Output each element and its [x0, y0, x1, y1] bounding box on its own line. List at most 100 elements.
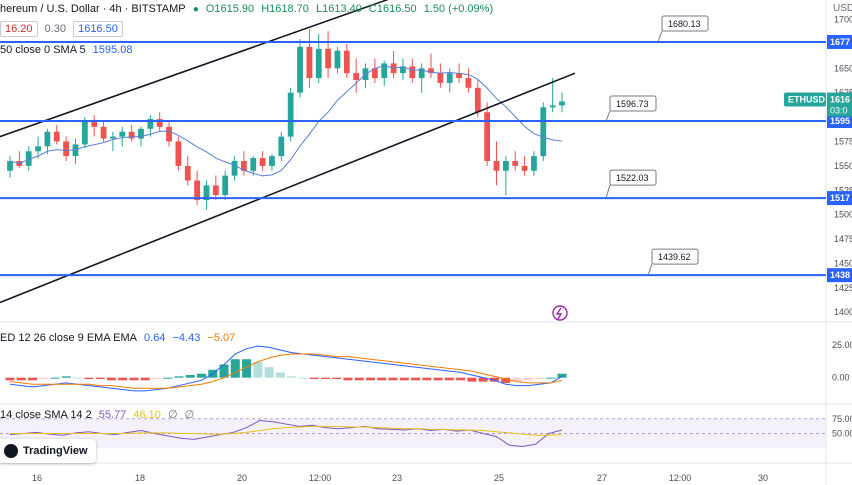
candle-body — [240, 161, 247, 171]
candle — [502, 156, 509, 196]
macd-histogram-bar — [320, 377, 330, 379]
candle-body — [549, 105, 556, 108]
macd-histogram-bar — [39, 377, 49, 379]
tradingview-logo[interactable]: TradingView — [0, 439, 96, 463]
level-axis-label: 1438 — [830, 270, 850, 280]
macd-histogram-bar — [354, 377, 364, 381]
candle-body — [194, 180, 201, 201]
rsi-null-2: ∅ — [184, 409, 195, 421]
time-axis-tick: 30 — [758, 473, 768, 483]
level-callout-box — [651, 248, 699, 265]
candle-body — [35, 146, 41, 152]
macd-histogram-bar — [118, 377, 128, 381]
time-axis-tick: 16 — [32, 473, 42, 483]
sma-legend[interactable]: 50 close 0 SMA 5 1595.08 — [0, 44, 136, 56]
level-axis-badge — [827, 268, 852, 283]
candle — [240, 151, 247, 176]
macd-axis-tick: 25.00 — [832, 340, 852, 350]
symbol-badge-text: ETHUSD — [788, 94, 826, 104]
macd-histogram-bar — [242, 359, 252, 378]
candle — [250, 156, 257, 176]
price-axis-tick: 1500 — [834, 210, 852, 220]
candle-body — [493, 161, 500, 171]
candle — [278, 131, 285, 161]
candle-body — [559, 101, 565, 106]
ohlc-change: 1.50 (+0.09%) — [423, 3, 494, 15]
macd-histogram-bar — [230, 359, 240, 378]
macd-histogram-bar — [332, 377, 342, 379]
candle — [231, 156, 238, 181]
rsi-null-1: ∅ — [167, 409, 178, 421]
macd-histogram-bar — [50, 377, 60, 379]
candle-body — [203, 185, 210, 201]
candle-body — [44, 131, 51, 147]
candle — [35, 136, 41, 159]
rsi-ma-line — [10, 425, 563, 436]
rsi-axis-tick: 50.00 — [832, 429, 852, 439]
candle-body — [138, 128, 144, 139]
candle — [203, 180, 210, 210]
macd-histogram-bar — [219, 364, 229, 378]
price-axis-tick: 1700 — [834, 15, 852, 25]
candle — [353, 58, 360, 93]
upper-trendline — [0, 0, 389, 138]
macd-histogram-bar — [275, 372, 285, 378]
candle — [91, 115, 98, 137]
level-callout-text: 1439.62 — [658, 252, 691, 262]
symbol-header: hereum / U.S. Dollar · 4h · BITSTAMP ● O… — [0, 3, 497, 15]
candle-body — [531, 156, 537, 171]
candle-body — [418, 68, 425, 79]
symbol-badge — [784, 92, 826, 107]
candle — [259, 151, 266, 171]
macd-axis-tick: 0.00 — [832, 373, 850, 383]
level-axis-label: 1677 — [830, 37, 850, 47]
ask-button[interactable]: 1616.50 — [73, 21, 123, 37]
candle — [343, 43, 350, 79]
macd-histogram-bar — [84, 377, 94, 379]
candle-body — [512, 161, 519, 166]
bar-countdown-text: 03:0 — [830, 105, 848, 115]
callout-pointer — [657, 30, 663, 43]
candle — [63, 136, 70, 161]
candle-body — [166, 126, 172, 142]
callout-pointer — [605, 110, 611, 122]
macd-hist-value: −5.07 — [207, 332, 236, 344]
rsi-legend[interactable]: 14 close SMA 14 2 55.77 46.10 ∅ ∅ — [0, 408, 198, 421]
macd-histogram-bar — [399, 377, 409, 381]
lightning-icon-bolt — [555, 307, 563, 320]
level-callout-text: 1522.03 — [616, 173, 649, 183]
macd-histogram-bar — [546, 377, 556, 379]
bid-button[interactable]: 16.20 — [0, 21, 38, 37]
macd-legend[interactable]: ED 12 26 close 9 EMA EMA 0.64 −4.43 −5.0… — [0, 332, 239, 344]
candle-body — [259, 158, 266, 166]
candle — [493, 141, 500, 186]
price-axis-tick: 1450 — [834, 258, 852, 268]
candle-body — [278, 136, 285, 157]
candle-body — [325, 48, 332, 69]
macd-histogram-bar — [489, 377, 499, 382]
macd-histogram-bar — [433, 377, 443, 381]
candle — [44, 128, 51, 155]
last-price-badge — [827, 92, 852, 117]
candle — [110, 131, 116, 152]
candle — [128, 124, 135, 142]
candle-body — [446, 73, 453, 83]
macd-histogram-bar — [174, 376, 184, 378]
macd-line — [9, 345, 563, 392]
candle-body — [540, 107, 547, 157]
macd-histogram-bar — [478, 377, 488, 382]
tradingview-logo-icon — [4, 444, 18, 458]
price-axis-tick: 1525 — [834, 185, 852, 195]
candle — [306, 29, 313, 88]
macd-histogram-bar — [197, 373, 207, 378]
candle — [540, 102, 547, 161]
candle — [521, 156, 528, 176]
macd-histogram-bar — [163, 377, 173, 379]
candle-body — [53, 131, 60, 142]
candle — [287, 87, 294, 142]
macd-histogram-bar — [287, 376, 297, 378]
tradingview-logo-text: TradingView — [23, 445, 88, 457]
candle — [194, 170, 201, 205]
macd-histogram-bar — [5, 377, 15, 381]
